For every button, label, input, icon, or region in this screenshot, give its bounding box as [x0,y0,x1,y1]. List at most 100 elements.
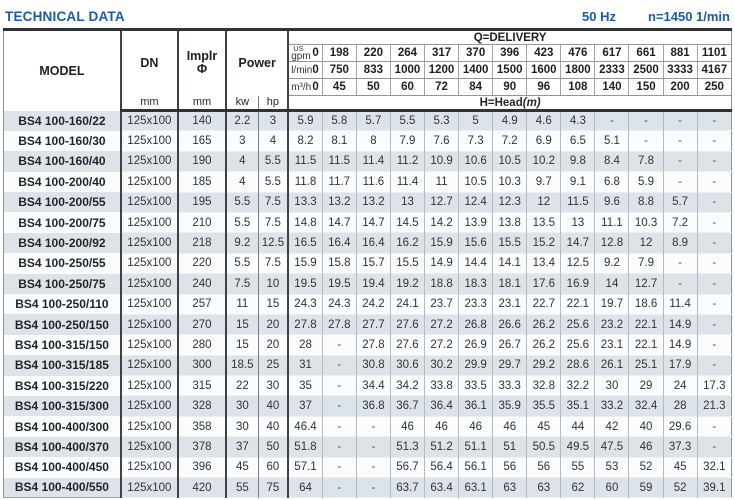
head-value-cell: 5.5 [390,110,426,132]
head-value-cell: 35 [288,375,323,397]
speed-label: n=1450 1/min [647,9,730,24]
head-value-cell: - [322,457,357,479]
head-value-cell: 23.3 [458,294,494,315]
hp-cell: 40 [258,416,290,438]
impeller-unit-label: mm [177,95,228,112]
head-value-cell: 18.8 [424,273,460,295]
kw-cell: 45 [226,457,259,479]
head-value-cell: - [697,192,732,213]
table-row: BS4 100-200/75 125x100 210 5.5 7.5 14.8 14.7 14… [3,212,732,234]
head-value-cell: 46 [424,416,460,438]
dn-cell: 125x100 [120,416,179,438]
implr-cell: 396 [177,457,228,479]
head-value-cell: - [356,436,391,458]
technical-data-table: MODEL DN Implr Φ Power Q=DELIVERY US gpm 0… [3,28,732,499]
dn-cell: 125x100 [120,457,179,479]
head-value-cell: 11.2 [390,151,426,173]
model-cell: BS4 100-400/370 [3,436,122,458]
head-value-cell: 33.5 [458,375,494,397]
kw-cell: 9.2 [226,232,259,254]
head-value-cell: 24 [663,375,698,397]
kw-cell: 30 [226,395,259,417]
head-value-cell: 29.6 [663,416,698,438]
head-value-cell: 27.6 [390,314,426,336]
model-cell: BS4 100-160/40 [3,151,122,172]
model-cell: BS4 100-160/30 [3,130,122,152]
delivery-value: 1600 [526,61,562,79]
head-value-cell: 11.5 [322,151,357,173]
head-value-cell: 16.2 [390,232,426,254]
kw-cell: 4 [226,171,259,193]
implr-cell: 328 [177,395,228,417]
head-value-cell: - [356,416,391,438]
kw-cell: 3 [226,130,259,152]
head-value-cell: 26.9 [458,334,494,356]
head-value-cell: 4.9 [492,110,528,132]
head-value-cell: 12.4 [458,192,494,213]
head-value-cell: 19.4 [356,273,391,295]
head-value-cell: 11.8 [288,171,323,193]
frequency-label: 50 Hz [582,9,616,24]
head-value-cell: 7.3 [458,130,494,152]
dn-cell: 125x100 [120,253,179,275]
head-value-cell: 27.6 [390,334,426,356]
head-value-cell: 36.4 [424,395,460,417]
head-value-cell: 5.7 [356,110,391,132]
head-value-cell: 8.9 [663,232,698,254]
table-row: BS4 100-200/40 125x100 185 4 5.5 11.8 11.7 11.6… [3,171,732,193]
head-value-cell: 26.2 [526,334,562,356]
impeller-column-header: Implr Φ [177,29,228,96]
head-value-cell: 11.5 [288,151,323,173]
head-value-cell: 19.5 [288,273,323,295]
head-value-cell: 18.3 [458,273,494,295]
head-value-cell: - [628,130,664,152]
table-row: BS4 100-250/150 125x100 270 15 20 27.8 27.8 27.… [3,314,732,336]
model-cell: BS4 100-315/300 [3,395,122,417]
head-value-cell: 14.2 [424,212,460,234]
model-cell: BS4 100-400/550 [3,477,122,498]
kw-cell: 55 [226,477,259,499]
dn-cell: 125x100 [120,355,179,377]
implr-cell: 420 [177,477,228,499]
table-row: BS4 100-200/92 125x100 218 9.2 12.5 16.5 16.4 1… [3,232,732,254]
hp-cell: 12.5 [258,232,290,254]
head-value-cell: 30.6 [390,355,426,377]
head-value-cell: 19.7 [594,294,630,315]
head-value-cell: 28.6 [560,355,596,377]
delivery-value: 476 [560,44,596,62]
head-value-cell: - [697,232,732,254]
head-value-cell: 8 [356,130,391,152]
head-value-cell: 63.4 [424,477,460,499]
head-value-cell: 12 [628,232,664,254]
kw-cell: 37 [226,436,259,458]
head-value-cell: 17.6 [526,273,562,295]
delivery-value: 198 [322,44,357,62]
head-value-cell: 11.4 [663,294,698,315]
table-row: BS4 100-160/22 125x100 140 2.2 3 5.9 5.8 5.7 5.5… [3,110,732,132]
head-value-cell: - [663,171,698,193]
head-value-cell: - [322,436,357,458]
dn-cell: 125x100 [120,477,179,499]
implr-cell: 210 [177,212,228,234]
hp-cell: 5.5 [258,151,290,173]
delivery-value: 2333 [594,61,630,79]
head-value-cell: 32.2 [560,375,596,397]
head-value-cell: - [322,375,357,397]
head-value-cell: 46 [628,436,664,458]
head-value-cell: 26.7 [492,334,528,356]
implr-cell: 165 [177,130,228,152]
delivery-value: 3333 [663,61,698,79]
implr-cell: 315 [177,375,228,397]
head-value-cell: 5.9 [628,171,664,193]
head-value-cell: - [697,130,732,152]
head-value-cell: 23.2 [594,314,630,336]
delivery-value: 881 [663,44,698,62]
head-value-cell: 14.8 [288,212,323,234]
head-value-cell: 51.2 [424,436,460,458]
head-value-cell: 12.7 [424,192,460,213]
dn-cell: 125x100 [120,151,179,173]
delivery-value: 264 [390,44,426,62]
delivery-value: 140 [594,78,630,96]
head-value-cell: 63 [492,477,528,499]
head-value-cell: 63 [526,477,562,499]
